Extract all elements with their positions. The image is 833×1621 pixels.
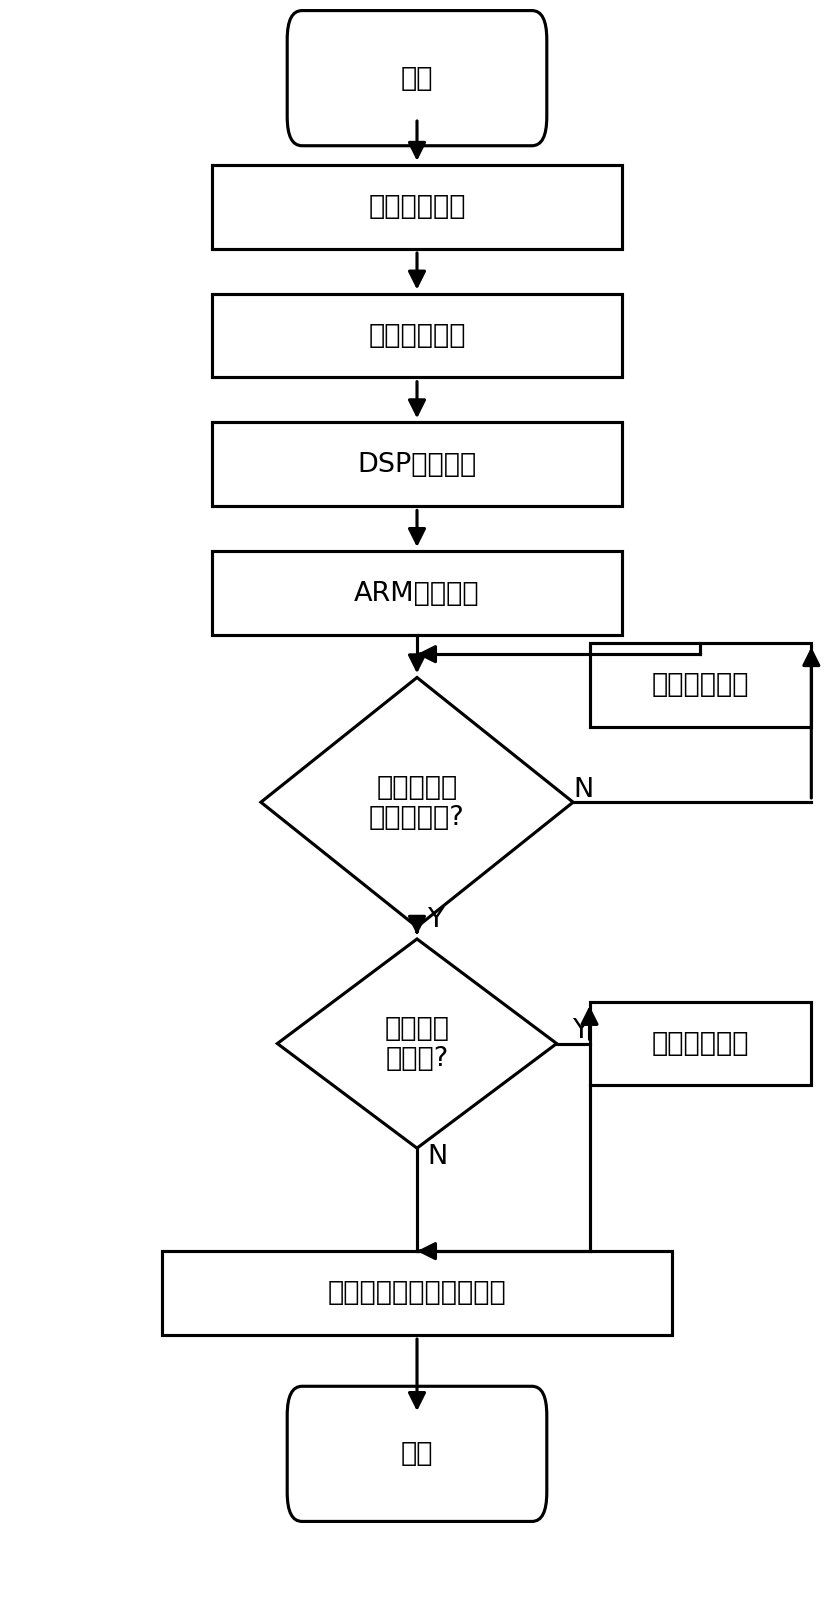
Polygon shape — [277, 939, 556, 1148]
FancyBboxPatch shape — [287, 11, 546, 146]
Polygon shape — [261, 678, 572, 927]
Text: N: N — [573, 776, 593, 802]
Text: 回波信号采集: 回波信号采集 — [368, 195, 465, 220]
Bar — [212, 293, 621, 378]
Bar — [212, 165, 621, 250]
Text: 动态路径规划: 动态路径规划 — [651, 1031, 748, 1057]
Bar — [589, 644, 811, 726]
FancyBboxPatch shape — [287, 1386, 546, 1522]
Text: 结束: 结束 — [401, 1441, 432, 1467]
Bar — [212, 423, 621, 506]
Bar — [162, 1251, 671, 1334]
Text: 开始: 开始 — [401, 65, 432, 92]
Text: 深度学习模型: 深度学习模型 — [651, 673, 748, 699]
Text: N: N — [427, 1143, 447, 1169]
Text: 智能吸尘器
目标使用者?: 智能吸尘器 目标使用者? — [369, 775, 464, 830]
Text: DSP信号处理: DSP信号处理 — [357, 452, 476, 478]
Bar — [589, 1002, 811, 1086]
Text: 模数信号转换: 模数信号转换 — [368, 323, 465, 349]
Text: 追踪目标使用者运行轨迹: 追踪目标使用者运行轨迹 — [327, 1281, 506, 1307]
Text: Y: Y — [572, 1018, 589, 1044]
Text: Y: Y — [427, 906, 444, 932]
Bar — [212, 551, 621, 635]
Text: ARM群组追踪: ARM群组追踪 — [354, 580, 479, 606]
Text: 是否存在
障碍物?: 是否存在 障碍物? — [384, 1016, 449, 1071]
